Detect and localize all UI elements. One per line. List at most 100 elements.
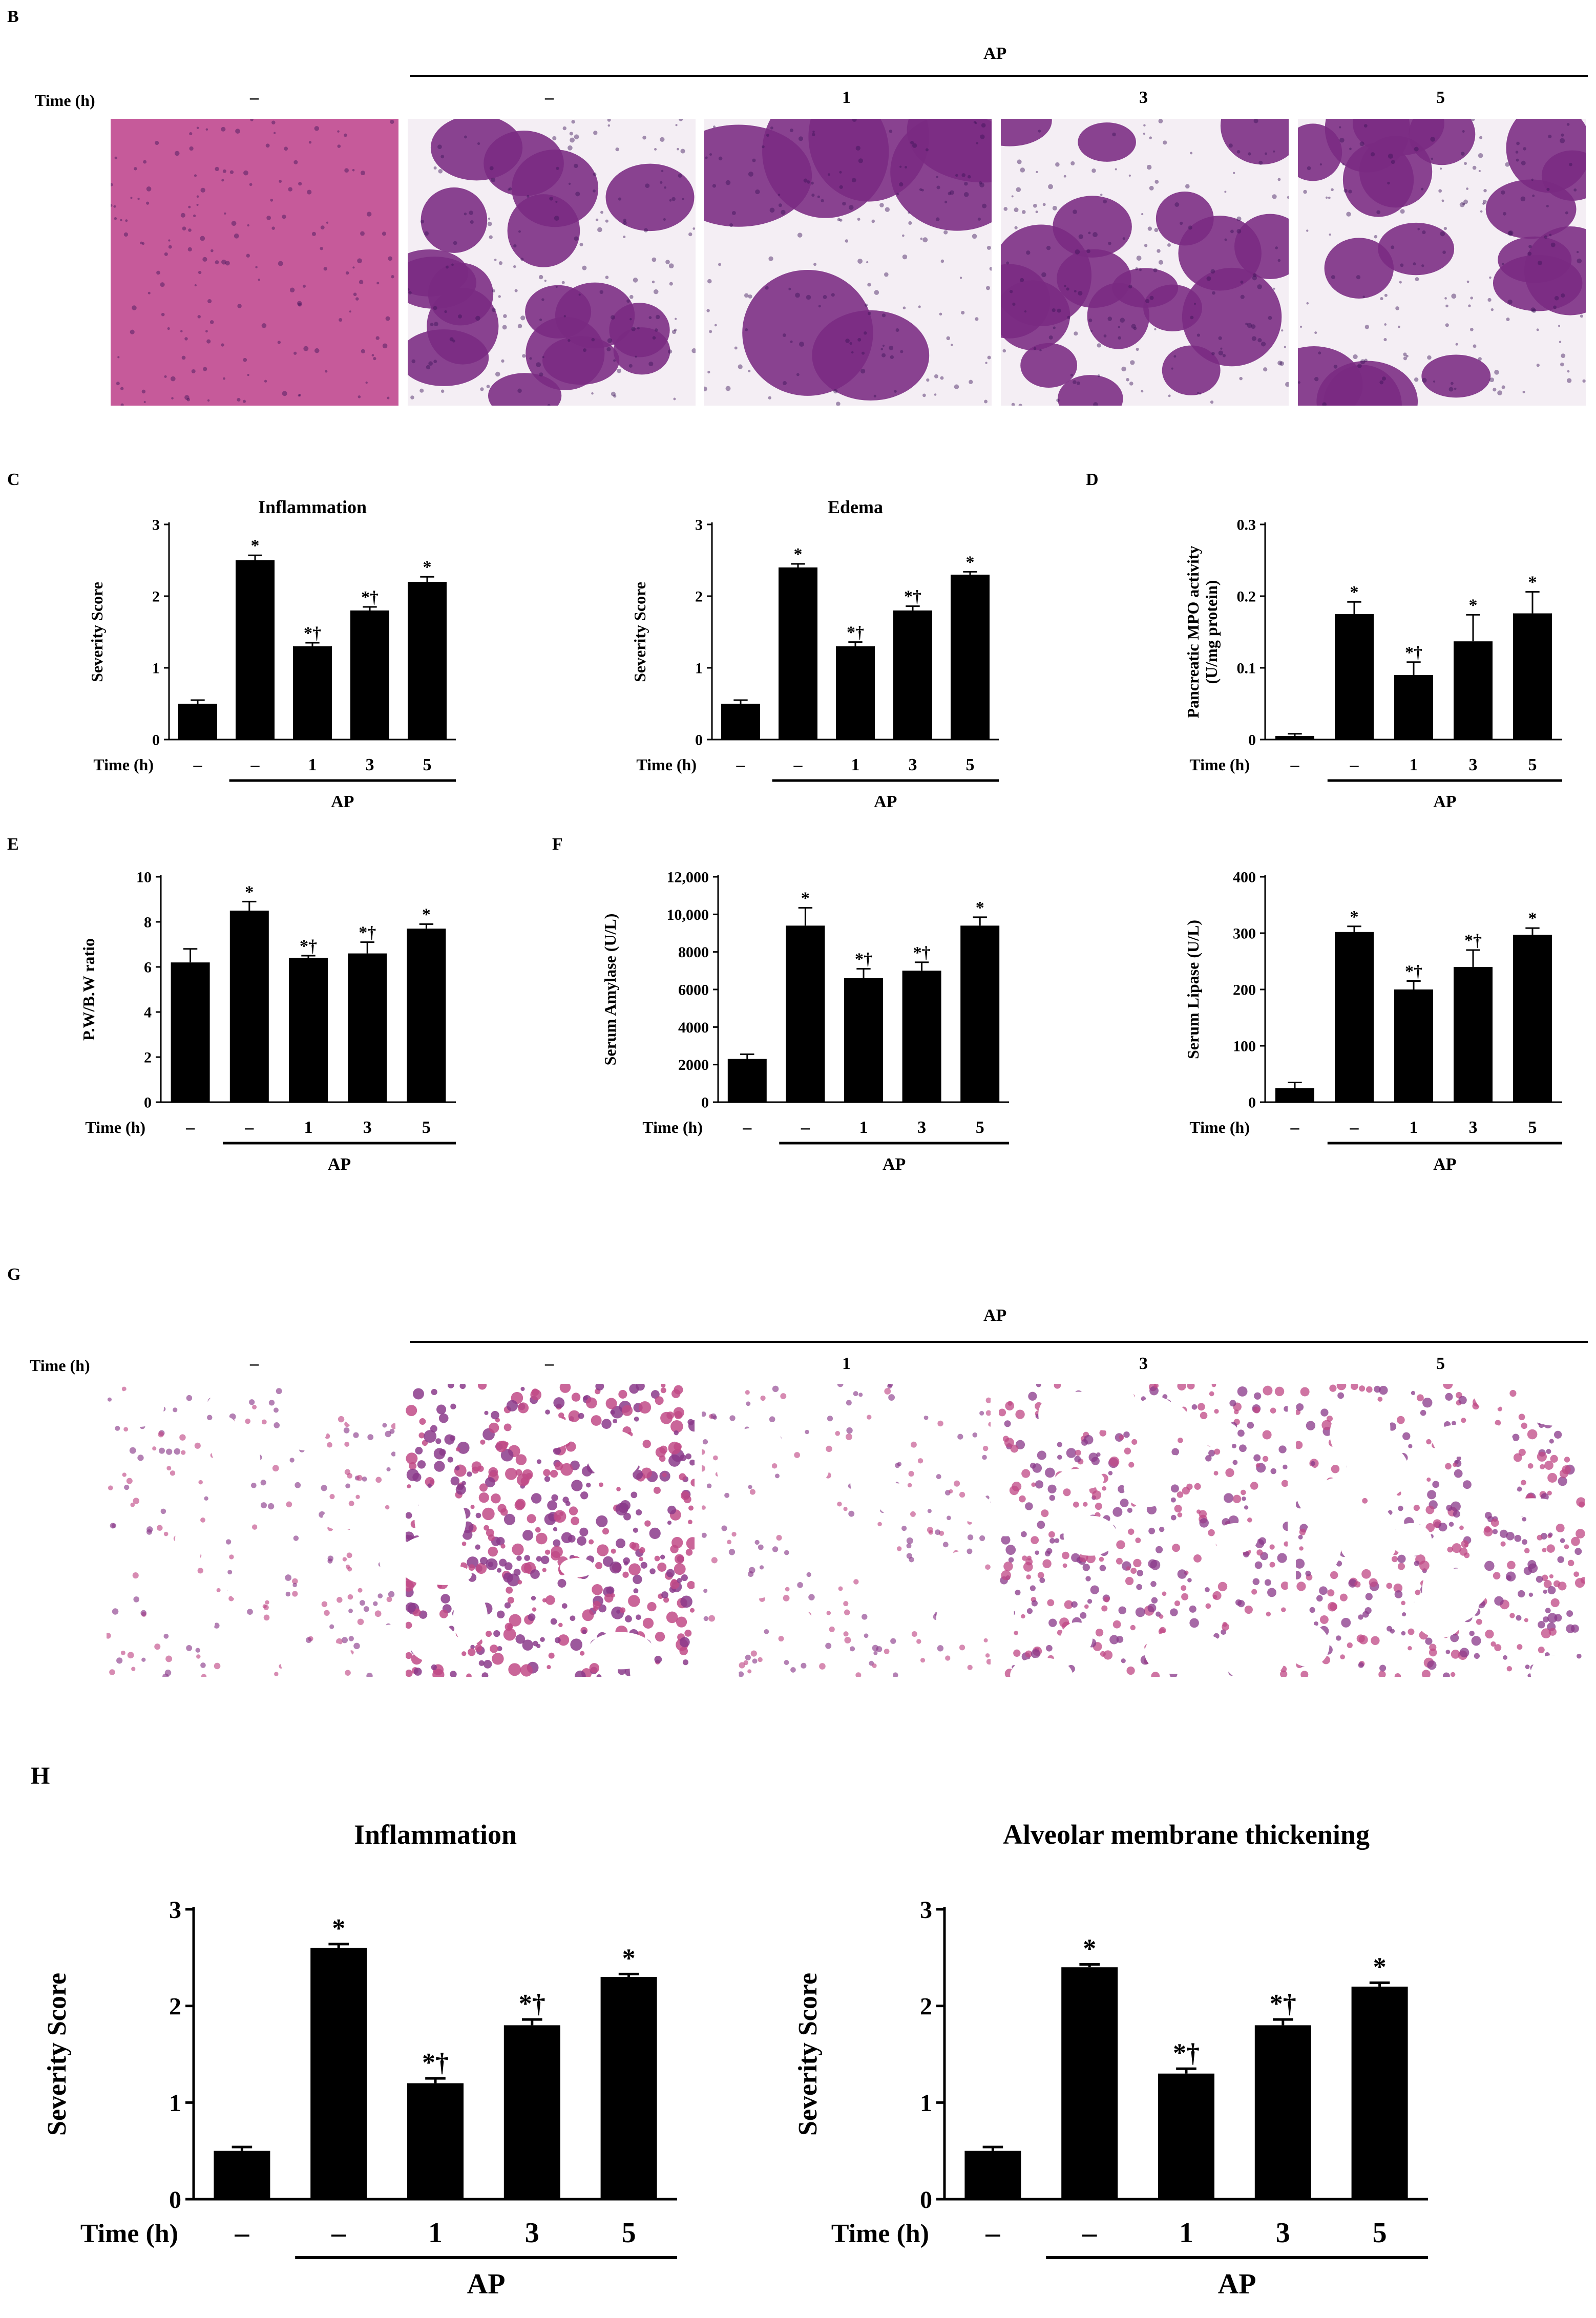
x-tick-label-4: 5	[966, 755, 975, 774]
bar-3	[902, 971, 941, 1102]
x-tick-label-4: 5	[1528, 1118, 1537, 1137]
y-tick-label: 300	[1233, 925, 1256, 942]
significance-mark-3: *†	[519, 1989, 545, 2018]
bar-0	[1275, 1088, 1314, 1102]
y-tick-label: 0	[701, 1094, 709, 1111]
lung-micrograph-4	[1296, 1384, 1585, 1677]
y-tick-label: 3	[695, 517, 703, 534]
significance-mark-4: *	[1528, 909, 1537, 928]
x-axis-label: Time (h)	[85, 1118, 145, 1136]
bar-3	[348, 953, 387, 1102]
group-label-ap: AP	[883, 1155, 906, 1174]
significance-mark-4: *	[976, 898, 984, 917]
group-bracket	[410, 75, 1588, 77]
bar-4	[407, 929, 446, 1102]
bar-1	[786, 925, 825, 1102]
bar-2	[844, 978, 883, 1102]
chart-C-inflammation: Inflammation 0 1 2 3 Severity Score – * – *† 1 *† 3 *…	[88, 497, 456, 811]
significance-mark-3: *†	[1464, 931, 1482, 950]
bar-4	[1513, 935, 1552, 1102]
x-axis-label: Time (h)	[642, 1118, 703, 1136]
x-axis-label: Time (h)	[831, 2219, 929, 2248]
group-label-ap: AP	[328, 1155, 351, 1174]
y-axis-label: (U/mg protein)	[1202, 580, 1221, 684]
pancreas-micrograph-4	[1298, 119, 1586, 406]
significance-mark-1: *	[245, 882, 254, 901]
x-tick-label-3: 3	[909, 755, 917, 774]
significance-mark-4: *	[423, 558, 432, 577]
significance-mark-4: *	[622, 1944, 636, 1973]
group-label-ap: AP	[331, 792, 354, 811]
x-tick-label-1: –	[331, 2217, 346, 2249]
significance-mark-2: *†	[422, 2048, 449, 2077]
bar-4	[1351, 1986, 1408, 2199]
significance-mark-3: *	[1469, 596, 1478, 615]
y-tick-label: 2	[920, 1993, 932, 2020]
panel-letter-c: C	[7, 470, 20, 489]
significance-mark-3: *†	[904, 587, 921, 606]
bar-2	[407, 2083, 464, 2199]
bar-4	[600, 1977, 657, 2199]
y-axis-label: Pancreatic MPO activity	[1184, 545, 1202, 718]
y-tick-label: 2000	[678, 1057, 709, 1073]
time-value-4: 5	[1436, 88, 1445, 107]
time-value-3: 3	[1139, 1354, 1148, 1373]
significance-mark-2: *†	[855, 950, 872, 969]
y-axis-label: Severity Score	[43, 1973, 72, 2136]
x-tick-label-4: 5	[1373, 2217, 1387, 2249]
time-value-0: –	[250, 1354, 259, 1373]
time-value-4: 5	[1436, 1354, 1445, 1373]
y-tick-label: 6	[144, 959, 152, 976]
y-tick-label: 400	[1233, 869, 1256, 886]
panel-letter-g: G	[7, 1265, 21, 1284]
bar-3	[1254, 2025, 1311, 2199]
significance-mark-1: *	[251, 536, 260, 555]
bar-4	[960, 925, 1000, 1102]
lung-micrograph-3	[999, 1384, 1288, 1677]
x-tick-label-2: 1	[859, 1118, 868, 1137]
x-tick-label-0: –	[234, 2217, 249, 2249]
bar-0	[1275, 736, 1314, 740]
bar-3	[1454, 641, 1493, 740]
group-label-ap: AP	[1433, 792, 1456, 811]
x-tick-label-0: –	[742, 1118, 752, 1137]
x-tick-label-3: 3	[1469, 1118, 1478, 1137]
x-tick-label-1: –	[1082, 2217, 1097, 2249]
y-tick-label: 1	[920, 2090, 932, 2117]
time-value-2: 1	[842, 1354, 851, 1373]
bar-0	[721, 704, 760, 740]
x-tick-label-2: 1	[1410, 1118, 1418, 1137]
significance-mark-1: *	[1350, 908, 1359, 926]
x-tick-label-1: –	[244, 1118, 254, 1137]
y-tick-label: 2	[152, 588, 160, 605]
significance-mark-2: *†	[847, 623, 864, 642]
bar-0	[171, 962, 210, 1102]
significance-mark-1: *	[1350, 583, 1359, 602]
time-value-2: 1	[842, 88, 851, 107]
y-tick-label: 0	[169, 2186, 181, 2214]
y-axis-label: P.W/B.W ratio	[79, 938, 98, 1041]
chart-H-inflammation: Inflammation 0 1 2 3 Severity Score – * – *† 1 *† 3 *…	[43, 1819, 677, 2300]
x-tick-label-3: 3	[366, 755, 374, 774]
x-tick-label-1: –	[1350, 1118, 1359, 1137]
chart-title: Inflammation	[258, 497, 367, 517]
bar-3	[893, 610, 932, 740]
y-tick-label: 8	[144, 914, 152, 931]
bar-4	[951, 575, 990, 740]
significance-mark-2: *†	[1173, 2038, 1200, 2068]
significance-mark-2: *†	[1405, 643, 1422, 662]
chart-H-alveolar: Alveolar membrane thickening 0 1 2 3 Severity…	[793, 1819, 1428, 2300]
x-axis-label: Time (h)	[1189, 1118, 1250, 1136]
bar-2	[836, 646, 875, 740]
bar-1	[1061, 1967, 1118, 2199]
chart-F-lipase: 0 100 200 300 400 Serum Lipase (U/L) – * – *† 1 *† 3…	[1184, 869, 1562, 1174]
y-axis-label: Serum Lipase (U/L)	[1184, 920, 1202, 1059]
significance-mark-3: *†	[361, 588, 379, 607]
bar-3	[1454, 967, 1493, 1102]
time-value-3: 3	[1139, 88, 1148, 107]
bar-2	[289, 958, 328, 1102]
bar-1	[1335, 614, 1374, 740]
bar-3	[503, 2025, 560, 2199]
x-tick-label-2: 1	[1179, 2217, 1193, 2249]
chart-title: Edema	[828, 497, 883, 517]
